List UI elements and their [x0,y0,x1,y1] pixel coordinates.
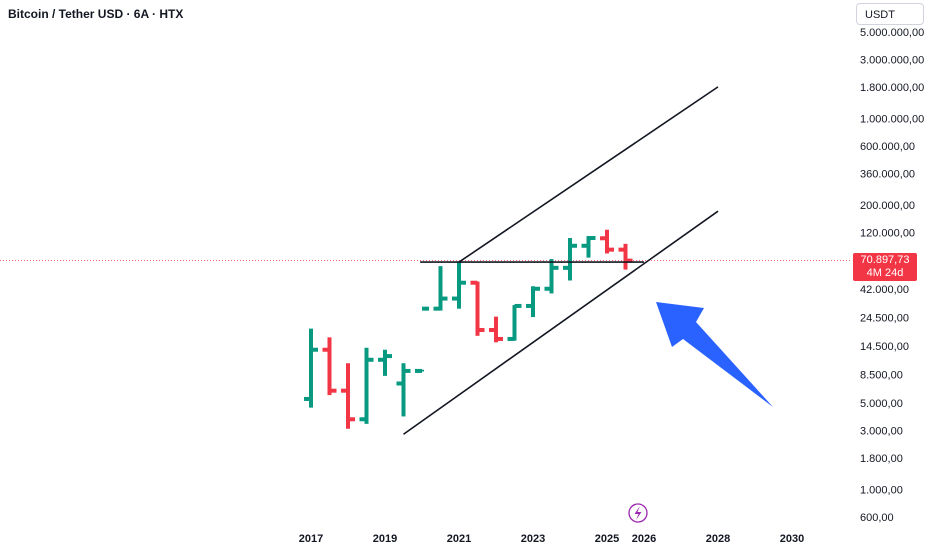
ohlc-bar-up [452,262,466,309]
countdown-label: 4M 24d [866,267,904,279]
ohlc-bar-down [618,243,633,270]
y-tick-label: 8.500,00 [860,370,903,382]
ohlc-bars [304,229,633,429]
ohlc-bar-up [378,349,392,376]
ohlc-bar-down [489,316,503,343]
y-tick-label: 3.000.000,00 [860,54,924,66]
y-tick-label: 1.000,00 [860,485,903,497]
current-price-label: 70.897,73 [860,254,910,266]
y-tick-label: 1.000.000,00 [860,113,924,125]
ohlc-bar-up [507,303,522,341]
ohlc-bar-up [563,238,577,281]
x-tick-label: 2023 [521,533,545,545]
ohlc-bar-up [581,236,596,258]
ohlc-bar-down [470,280,485,336]
y-tick-label: 5.000,00 [860,398,903,410]
channel-upper-line [458,86,719,263]
x-tick-label: 2021 [447,533,471,545]
ohlc-bar-up [304,328,318,408]
ohlc-bar-down [341,363,355,429]
ohlc-bar-up [544,259,559,294]
blue-arrow-drawing[interactable] [656,302,773,407]
ohlc-bar-up [526,286,540,318]
currency-selector[interactable]: USDT [856,3,924,25]
y-tick-label: 3.000,00 [860,426,903,438]
y-tick-label: 600.000,00 [860,141,915,153]
ohlc-bar-up [415,306,429,373]
ohlc-bar-up [359,347,374,424]
time-axis[interactable]: 2017 2019 2021 2023 2025 2026 2028 2030 [299,533,804,545]
ohlc-bar-down [600,229,614,254]
current-price-badge: 70.897,73 4M 24d [853,253,917,281]
y-tick-label: 1.800.000,00 [860,82,924,94]
x-tick-label: 2028 [706,533,730,545]
y-tick-label: 42.000,00 [860,284,909,296]
x-tick-label: 2019 [373,533,397,545]
y-tick-label: 600,00 [860,512,894,524]
ohlc-bar-up [433,266,448,311]
y-tick-label: 120.000,00 [860,227,915,239]
y-tick-label: 14.500,00 [860,341,909,353]
chart-title: Bitcoin / Tether USD · 6A · HTX [8,7,184,21]
y-tick-label: 24.500,00 [860,313,909,325]
ohlc-bar-up [396,363,411,417]
x-tick-label: 2017 [299,533,323,545]
x-tick-label: 2030 [780,533,804,545]
x-tick-label: 2026 [632,533,656,545]
y-tick-label: 200.000,00 [860,200,915,212]
y-tick-label: 360.000,00 [860,168,915,180]
y-tick-label: 1.800,00 [860,453,903,465]
price-axis[interactable]: 5.000.000,00 3.000.000,00 1.800.000,00 1.00… [860,27,924,524]
x-tick-label: 2025 [595,533,619,545]
arrow-shape [656,302,773,407]
y-tick-label: 5.000.000,00 [860,27,924,39]
channel-lower-line [403,210,719,435]
lightning-icon[interactable] [628,503,648,523]
drawings [403,86,719,435]
ohlc-bar-down [322,337,337,396]
